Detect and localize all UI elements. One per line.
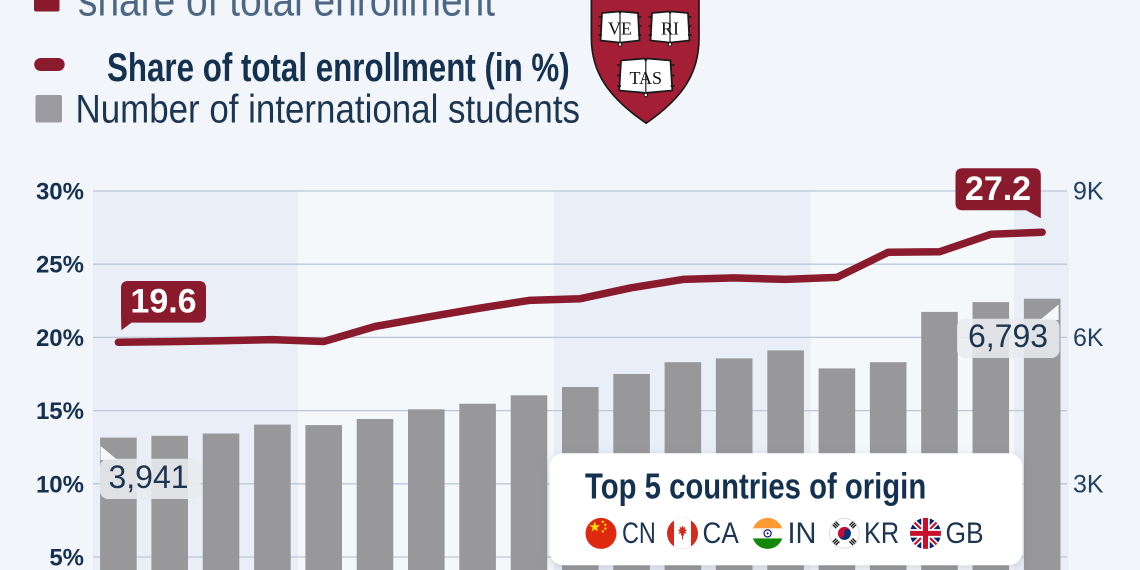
svg-text:KR: KR (864, 516, 899, 550)
svg-text:10%: 10% (36, 471, 84, 498)
svg-text:9K: 9K (1073, 178, 1104, 206)
svg-text:27.2: 27.2 (965, 170, 1031, 208)
svg-text:VE: VE (608, 19, 632, 39)
svg-text:RI: RI (661, 19, 679, 39)
svg-text:25%: 25% (36, 252, 84, 279)
svg-text:6K: 6K (1073, 324, 1104, 352)
svg-text:GB: GB (946, 515, 984, 549)
svg-text:CN: CN (622, 516, 656, 549)
svg-text:IN: IN (788, 517, 817, 551)
svg-text:3K: 3K (1073, 470, 1104, 498)
svg-text:15%: 15% (36, 398, 84, 425)
svg-text:Top 5 countries of origin: Top 5 countries of origin (585, 466, 926, 507)
svg-text:TAS: TAS (630, 68, 663, 88)
svg-text:Share of total enrollment (in: Share of total enrollment (in %) (107, 44, 570, 90)
svg-text:20%: 20% (36, 325, 84, 352)
svg-text:6,793: 6,793 (968, 318, 1048, 354)
svg-text:19.6: 19.6 (130, 283, 196, 321)
svg-text:5%: 5% (49, 545, 84, 570)
svg-text:Number of international studen: Number of international students (76, 86, 580, 131)
svg-text:share of total enrollment: share of total enrollment (78, 0, 495, 25)
svg-text:30%: 30% (36, 179, 84, 206)
svg-text:3,941: 3,941 (108, 459, 188, 495)
svg-text:CA: CA (703, 516, 739, 549)
